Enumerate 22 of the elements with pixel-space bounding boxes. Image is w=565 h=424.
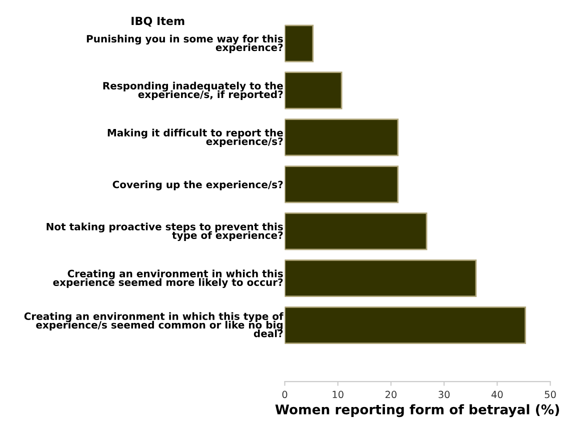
- x-tick-label: 20: [386, 390, 397, 398]
- bar: [284, 118, 399, 156]
- y-tick-label: Not taking proactive steps to prevent this type of experience?: [46, 222, 283, 242]
- y-tick-label: Making it difficult to report the experience/s?: [108, 128, 283, 148]
- bar: [284, 212, 428, 250]
- x-tick-label: 10: [332, 390, 344, 398]
- bar: [284, 72, 342, 110]
- y-tick-label: Covering up the experience/s?: [112, 180, 283, 190]
- x-tick-label: 50: [544, 390, 556, 398]
- x-tick-label: 0: [282, 390, 288, 398]
- y-tick-label: Punishing you in some way for this experience?: [86, 34, 283, 54]
- y-axis-title: IBQ Item: [132, 16, 184, 27]
- x-tick-label: 30: [438, 390, 450, 398]
- x-axis-title: Women reporting form of betrayal (%): [275, 404, 560, 418]
- y-tick-label: Responding inadequately to the experience/s, if reported?: [103, 82, 283, 100]
- y-tick-label: Creating an environment in which this type of experience/s seemed common or like no big deal?: [24, 312, 284, 338]
- bar: [284, 166, 399, 204]
- bar: [284, 306, 526, 344]
- bar: [284, 24, 314, 62]
- y-tick-label: Creating an environment in which this experience seemed more likely to occur?: [53, 270, 283, 288]
- bar: [284, 260, 477, 298]
- x-tick-label: 40: [491, 390, 503, 398]
